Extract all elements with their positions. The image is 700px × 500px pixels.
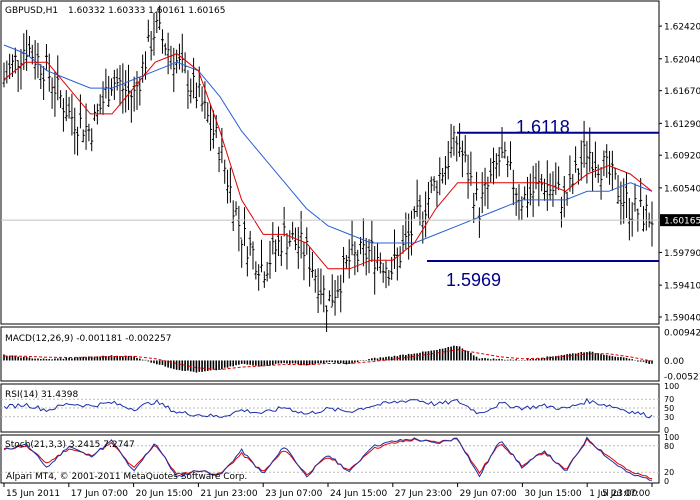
time-tick-label: 5 Jul 07:00 — [602, 489, 651, 499]
price-ohlc: 1.60332 1.60333 1.60161 1.60165 — [68, 6, 225, 16]
price-tick-label: 1.61670 — [664, 87, 700, 97]
stoch-main-line — [3, 436, 653, 481]
time-tick-label: 23 Jun 07:00 — [265, 489, 322, 499]
stoch-title: Stoch(21,3,3) 3.2415 7.2747 — [5, 440, 135, 450]
price-title: GBPUSD,H1 — [5, 6, 58, 16]
price-tick-label: 1.59410 — [664, 282, 700, 292]
stoch-tick-label: 0 — [664, 477, 669, 486]
time-tick-label: 30 Jun 15:00 — [524, 489, 581, 499]
macd-tick-label: 0.00942 — [664, 329, 700, 339]
rsi-tick-label: 0 — [664, 426, 669, 435]
macd-histogram — [3, 345, 653, 373]
rsi-line — [3, 397, 653, 419]
rsi-title: RSI(14) 31.4398 — [5, 390, 78, 400]
price-tick-label: 1.61290 — [664, 120, 700, 130]
time-tick-label: 21 Jun 23:00 — [200, 489, 257, 499]
time-tick-label: 29 Jun 07:00 — [460, 489, 517, 499]
resistance-label: 1.6118 — [516, 117, 570, 137]
price-tick-label: 1.59790 — [664, 249, 700, 259]
price-tick-label: 1.60920 — [664, 152, 700, 162]
rsi-tick-label: 100 — [664, 382, 679, 391]
last-price-badge — [660, 214, 700, 227]
price-tick-label: 1.59040 — [664, 313, 700, 323]
copyright: Alpari MT4, © 2001-2011 MetaQuotes Softw… — [6, 472, 247, 482]
price-tick-label: 1.62040 — [664, 55, 700, 65]
stoch-signal-line — [3, 437, 653, 480]
slow-ma-line — [3, 44, 653, 244]
price-tick-label: 1.62420 — [664, 23, 700, 33]
price-tick-label: 1.60165 — [664, 217, 700, 227]
price-tick-label: 1.60540 — [664, 184, 700, 194]
rsi-tick-label: 70 — [664, 395, 674, 404]
time-tick-label: 20 Jun 15:00 — [136, 489, 193, 499]
stoch-tick-label: 20 — [664, 468, 674, 477]
time-tick-label: 27 Jun 23:00 — [395, 489, 452, 499]
support-label: 1.5969 — [446, 270, 501, 290]
macd-panel — [0, 326, 660, 382]
stoch-tick-label: 100 — [664, 433, 679, 442]
macd-signal-line — [3, 349, 653, 371]
time-tick-label: 1 Jul 23:00 — [589, 489, 638, 499]
fast-ma-line — [3, 53, 653, 270]
rsi-tick-label: 30 — [664, 413, 674, 422]
macd-tick-label: 0.00 — [664, 357, 684, 367]
rsi-tick-label: 50 — [664, 404, 674, 413]
time-tick-label: 17 Jun 07:00 — [71, 489, 128, 499]
stoch-tick-label: 80 — [664, 442, 674, 451]
time-tick-label: 15 Jun 2011 — [6, 489, 60, 499]
macd-title: MACD(12,26,9) -0.001181 -0.002257 — [5, 334, 171, 344]
price-panel — [0, 0, 660, 325]
time-tick-label: 24 Jun 15:00 — [330, 489, 387, 499]
